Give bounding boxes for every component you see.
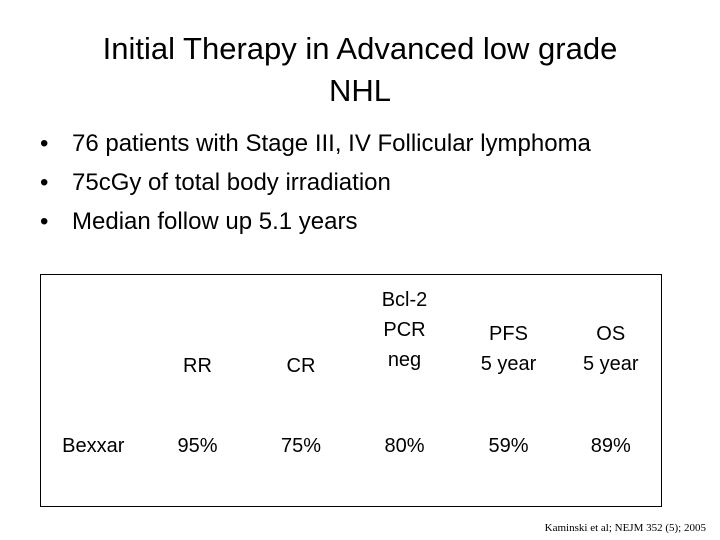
header-os-line-2: 5 year: [582, 353, 639, 376]
cell-pfs: 59%: [488, 434, 529, 457]
cell-bcl2: 80%: [384, 434, 425, 457]
header-rr: RR: [183, 355, 212, 378]
header-pfs: PFS 5 year: [457, 275, 561, 386]
bullet-list: • 76 patients with Stage III, IV Follicu…: [40, 124, 591, 241]
slide-title: Initial Therapy in Advanced low grade NH…: [0, 28, 720, 112]
cell-cr: 75%: [280, 434, 322, 457]
bullet-item: • 76 patients with Stage III, IV Follicu…: [40, 124, 591, 163]
header-bcl2-line-1: Bcl-2: [381, 289, 428, 312]
header-empty-cell: [41, 275, 146, 386]
bullet-text: Median follow up 5.1 years: [72, 208, 358, 235]
header-os-line-1: OS: [596, 323, 626, 346]
row-label: Bexxar: [62, 434, 125, 457]
table-row: Bexxar 95% 75% 80% 59% 89%: [41, 385, 662, 506]
bullet-text: 76 patients with Stage III, IV Follicula…: [72, 130, 591, 157]
header-pfs-line-1: PFS: [489, 323, 528, 346]
bullet-icon: •: [40, 169, 49, 196]
results-table: RR CR Bcl-2 PCR neg PFS 5 year OS 5 year…: [40, 274, 662, 507]
table-header-row: RR CR Bcl-2 PCR neg PFS 5 year OS 5 year: [41, 275, 662, 386]
citation: Kaminski et al; NEJM 352 (5); 2005: [544, 522, 706, 534]
cell-rr: 95%: [177, 434, 218, 457]
header-bcl2-line-2: PCR: [383, 319, 426, 342]
bullet-icon: •: [40, 208, 49, 235]
header-cr: CR: [286, 355, 316, 378]
header-pfs-line-2: 5 year: [480, 353, 537, 376]
bullet-text: 75cGy of total body irradiation: [72, 169, 391, 196]
slide-title-line-1: Initial Therapy in Advanced low grade: [102, 31, 618, 66]
bullet-icon: •: [40, 130, 49, 157]
bullet-item: • Median follow up 5.1 years: [40, 202, 591, 241]
bullet-item: • 75cGy of total body irradiation: [40, 163, 591, 202]
header-os: OS 5 year: [561, 275, 662, 386]
header-bcl2-line-3: neg: [387, 349, 422, 372]
header-bcl2: Bcl-2 PCR neg: [353, 275, 457, 386]
cell-os: 89%: [590, 434, 631, 457]
slide-title-line-2: NHL: [328, 73, 391, 108]
